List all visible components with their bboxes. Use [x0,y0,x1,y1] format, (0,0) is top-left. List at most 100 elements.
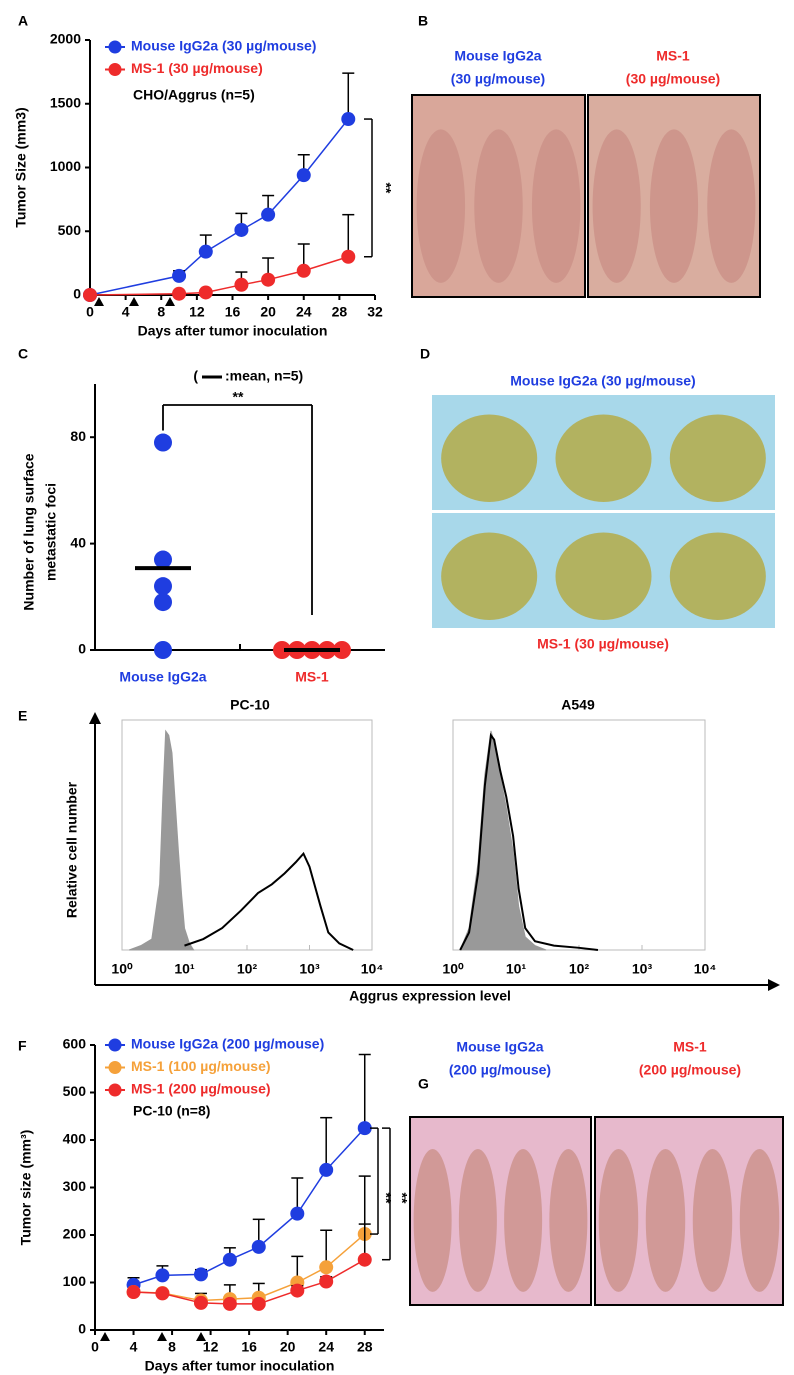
x-tick-label: 10⁰ [111,961,133,977]
data-point [333,641,351,659]
legend-marker [108,1061,122,1074]
photo-subject [592,129,641,283]
x-tick-label: 24 [296,304,312,320]
data-point [341,112,356,127]
data-point [154,641,172,659]
legend-marker [108,1083,122,1097]
legend-label: MS-1 (100 µg/mouse) [131,1058,271,1074]
y-tick-label: 400 [63,1131,87,1147]
x-tick-label: 16 [241,1339,257,1355]
error-bar [342,72,355,120]
arrow-head [768,979,780,991]
x-tick-label: 20 [260,304,276,320]
photo-subject [474,129,523,283]
data-point [154,577,172,596]
series-line [133,1127,366,1286]
y-tick-label: 0 [73,286,81,302]
photo-label: (200 µg/mouse) [639,1062,741,1078]
x-tick-label: 4 [122,304,130,320]
error-bar [358,1053,371,1129]
legend-text: :mean, n=5) [225,368,303,384]
x-tick-label: 10¹ [174,961,195,977]
data-point [198,244,213,259]
y-axis-label: Tumor size (mm³) [18,1130,34,1246]
error-bar [320,1116,333,1170]
x-tick-label: 10⁰ [442,961,464,977]
y-tick-label: 1000 [50,158,81,174]
photo-subject [669,414,766,502]
legend-marker [108,40,122,54]
data-point [261,272,276,287]
data-point [319,1274,334,1289]
photo-label: (30 µg/mouse) [626,71,720,87]
y-axis-label: Relative cell number [64,781,80,918]
data-point [261,207,276,222]
photo-subject [549,1148,588,1292]
significance: ** [378,182,394,193]
x-tick-label: 10⁴ [361,961,384,977]
photo-subject [555,532,652,620]
data-point [319,1162,334,1177]
photo-subject [531,129,581,283]
x-tick-label: 10³ [632,961,653,977]
photo-subject [645,1148,686,1292]
data-point [296,263,311,278]
data-point [198,285,213,300]
data-point [154,433,172,452]
panel-label: A [18,13,28,29]
arrow-head [89,712,101,724]
legend-label: MS-1 (200 µg/mouse) [131,1081,271,1097]
x-tick-label: 8 [168,1339,176,1355]
data-point [172,268,187,283]
photo-label: MS-1 (30 µg/mouse) [537,636,669,652]
histogram [459,730,547,951]
data-point [83,288,97,302]
histogram [459,732,599,951]
x-tick-label: 28 [332,304,348,320]
dose-marker [100,1332,110,1341]
data-point [290,1206,305,1221]
data-point [357,1252,372,1267]
photo-label: MS-1 [656,48,690,64]
data-point [341,249,356,264]
x-tick-label: 0 [86,304,94,320]
dose-marker [157,1332,167,1341]
data-point [154,550,172,569]
data-point [251,1296,266,1311]
histogram [128,729,195,951]
data-point [251,1239,266,1254]
x-tick-label: 8 [157,304,165,320]
panel-label: F [18,1038,27,1054]
x-tick-label: 4 [130,1339,138,1355]
photo-subject [458,1148,497,1292]
data-point [296,168,311,183]
data-point [319,1260,334,1275]
data-point [155,1268,170,1283]
x-tick-label: 20 [280,1339,296,1355]
x-tick-label: 10³ [299,961,320,977]
significance: ** [394,1193,410,1204]
legend-marker [108,1038,122,1052]
x-tick-label: 0 [91,1339,99,1355]
photo-label: Mouse IgG2a (30 µg/mouse) [510,373,695,389]
y-tick-label: 100 [63,1273,87,1289]
photo-label: Mouse IgG2a [456,1039,543,1055]
series-line [89,256,349,296]
data-point [222,1252,237,1267]
panel-title: PC-10 [230,697,270,713]
x-tick-label: MS-1 [295,669,329,685]
data-point [290,1283,305,1298]
data-point [273,641,291,659]
photo-subject [598,1148,639,1292]
data-point [222,1296,237,1311]
data-point [234,222,249,237]
data-point [357,1121,372,1136]
photo-subject [692,1148,733,1292]
y-tick-label: 2000 [50,31,81,47]
y-tick-label: 500 [58,222,82,238]
y-tick-label: 300 [63,1178,87,1194]
panel-title: A549 [561,697,595,713]
photo-subject [555,414,652,502]
dose-marker [165,297,175,306]
